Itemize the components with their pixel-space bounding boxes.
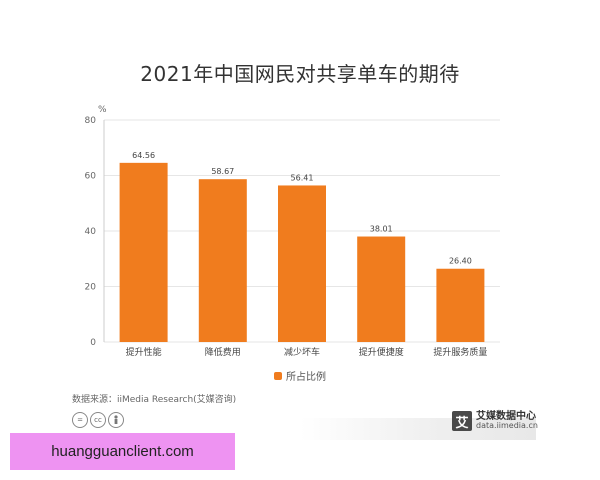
bar-value-label: 56.41 <box>291 173 314 182</box>
cc-icon: cc <box>90 412 106 428</box>
brand-name: 艾媒数据中心 <box>476 411 536 423</box>
bar <box>198 179 247 342</box>
legend: 所占比例 <box>0 368 600 383</box>
x-tick-label: 提升便捷度 <box>359 346 404 358</box>
bar <box>436 268 485 342</box>
y-tick-label: 80 <box>85 116 97 126</box>
y-axis-unit: % <box>98 105 107 115</box>
y-tick-label: 20 <box>85 283 97 293</box>
bar-value-label: 26.40 <box>449 257 472 266</box>
bar <box>357 236 406 342</box>
brand-banner <box>300 418 536 440</box>
brand: 艾 艾媒数据中心 data.iimedia.cn <box>452 411 538 431</box>
bar-value-label: 58.67 <box>211 167 234 176</box>
chart-title: 2021年中国网民对共享单车的期待 <box>140 62 460 86</box>
equal-icon: = <box>72 412 88 428</box>
bar <box>278 185 326 342</box>
legend-swatch <box>274 371 282 380</box>
brand-logo: 艾 <box>452 411 472 431</box>
x-tick-label: 提升服务质量 <box>433 346 487 358</box>
license-icons: = cc <box>72 412 124 428</box>
x-tick-label: 降低费用 <box>205 346 241 358</box>
bar-value-label: 38.01 <box>370 225 393 234</box>
x-tick-label: 减少坏车 <box>284 346 320 358</box>
bar <box>119 162 168 342</box>
bar-value-label: 64.56 <box>132 151 155 160</box>
y-tick-label: 0 <box>90 338 96 348</box>
brand-url: data.iimedia.cn <box>476 421 538 431</box>
watermark-link[interactable]: huangguanclient.com <box>10 433 235 470</box>
source-note: 数据来源：iiMedia Research(艾媒咨询) <box>72 395 237 405</box>
person-icon <box>108 412 124 428</box>
x-tick-label: 提升性能 <box>126 346 162 358</box>
y-tick-label: 40 <box>85 227 97 237</box>
y-tick-label: 60 <box>85 172 97 182</box>
legend-label: 所占比例 <box>286 372 326 383</box>
brand-text: 艾媒数据中心 data.iimedia.cn <box>476 411 538 431</box>
